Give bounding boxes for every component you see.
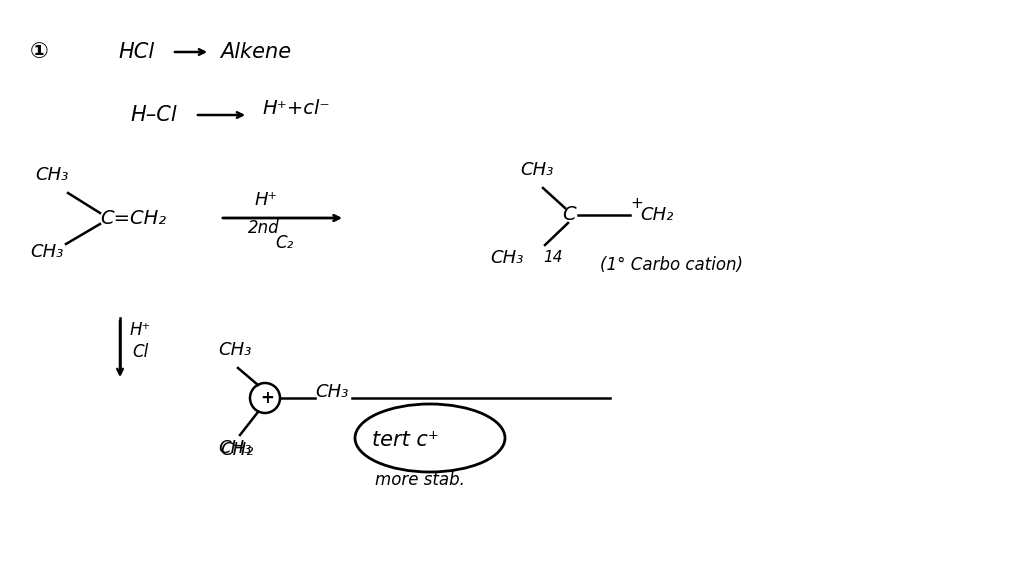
Text: ①: ① (30, 42, 49, 62)
Text: CH₃: CH₃ (30, 243, 63, 261)
Text: more stab.: more stab. (375, 471, 465, 489)
Text: CH₃: CH₃ (218, 439, 251, 457)
Text: 2nd: 2nd (248, 219, 280, 237)
Text: HCl: HCl (118, 42, 155, 62)
Text: 14: 14 (543, 251, 562, 266)
Text: CH₂: CH₂ (220, 441, 253, 459)
Text: (1° Carbo cation): (1° Carbo cation) (600, 256, 743, 274)
Text: +: + (630, 195, 643, 210)
Text: H–Cl: H–Cl (130, 105, 176, 125)
Text: H⁺: H⁺ (130, 321, 152, 339)
Text: C: C (562, 206, 575, 225)
Text: +: + (260, 389, 273, 407)
Text: CH₃: CH₃ (520, 161, 553, 179)
Text: CH₃: CH₃ (218, 341, 251, 359)
Text: Alkene: Alkene (220, 42, 291, 62)
Text: H⁺: H⁺ (255, 191, 278, 209)
Text: CH₃: CH₃ (490, 249, 523, 267)
Text: tert c⁺: tert c⁺ (372, 430, 439, 450)
Text: CH₃: CH₃ (35, 166, 69, 184)
Text: Cl: Cl (132, 343, 148, 361)
Text: CH₂: CH₂ (640, 206, 674, 224)
Text: H⁺+cl⁻: H⁺+cl⁻ (262, 98, 330, 118)
Text: C=CH₂: C=CH₂ (100, 209, 166, 228)
Text: CH₃: CH₃ (315, 383, 348, 401)
Text: C₂: C₂ (275, 234, 293, 252)
